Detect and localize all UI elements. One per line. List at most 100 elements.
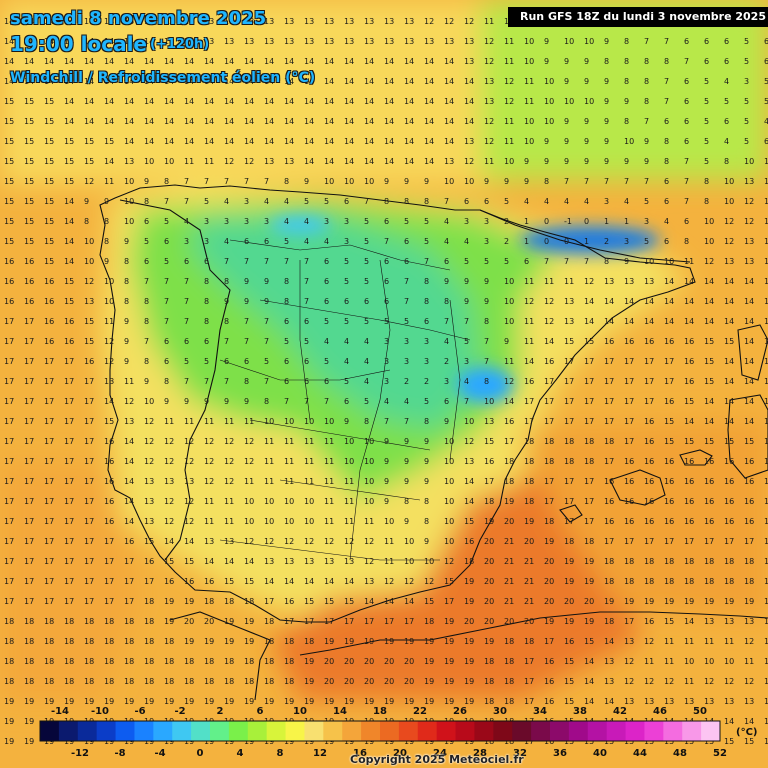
legend-swatch [625, 721, 645, 741]
grid-value: 14 [284, 77, 294, 86]
grid-value: 14 [604, 637, 614, 646]
grid-value: 6 [764, 57, 768, 66]
grid-value: 9 [104, 257, 109, 266]
grid-value: 14 [124, 57, 134, 66]
grid-value: 16 [204, 577, 214, 586]
grid-value: 11 [244, 477, 254, 486]
grid-value: 14 [424, 137, 434, 146]
grid-value: 14 [764, 397, 768, 406]
grid-value: 14 [224, 137, 234, 146]
grid-value: 5 [704, 117, 709, 126]
grid-value: 7 [244, 177, 249, 186]
grid-value: 17 [584, 477, 594, 486]
grid-value: 3 [264, 217, 269, 226]
grid-value: 7 [204, 177, 209, 186]
grid-value: 5 [404, 317, 409, 326]
grid-value: 16 [604, 517, 614, 526]
grid-value: 19 [524, 517, 534, 526]
grid-value: 17 [4, 317, 14, 326]
legend-bottom-tick: 36 [553, 748, 567, 759]
grid-value: 7 [664, 97, 669, 106]
grid-value: 16 [704, 457, 714, 466]
grid-value: 18 [684, 557, 694, 566]
grid-value: 11 [524, 317, 534, 326]
grid-value: 12 [444, 557, 454, 566]
grid-value: 12 [504, 77, 514, 86]
grid-value: 13 [124, 417, 134, 426]
grid-value: 19 [564, 617, 574, 626]
grid-value: 19 [544, 537, 554, 546]
grid-value: 16 [164, 577, 174, 586]
grid-value: 6 [404, 237, 409, 246]
grid-value: 17 [584, 497, 594, 506]
grid-value: 16 [664, 337, 674, 346]
grid-value: 17 [104, 537, 114, 546]
grid-value: 17 [4, 557, 14, 566]
grid-value: 7 [604, 177, 609, 186]
grid-value: 10 [304, 417, 314, 426]
grid-value: 20 [344, 657, 354, 666]
grid-value: 9 [484, 177, 489, 186]
grid-value: 14 [744, 317, 754, 326]
grid-value: 18 [544, 517, 554, 526]
grid-value: 7 [224, 377, 229, 386]
grid-value: 4 [364, 337, 369, 346]
grid-value: 8 [604, 57, 609, 66]
legend-swatch [587, 721, 608, 741]
grid-value: 17 [484, 477, 494, 486]
grid-value: 13 [284, 17, 294, 26]
grid-value: 15 [144, 537, 154, 546]
grid-value: 5 [764, 77, 768, 86]
grid-value: 19 [4, 717, 14, 726]
grid-value: 18 [24, 677, 34, 686]
grid-value: 17 [84, 477, 94, 486]
grid-value: 18 [704, 577, 714, 586]
grid-value: 18 [204, 677, 214, 686]
forecast-lead-hours: (+120h) [150, 37, 210, 52]
grid-value: 17 [624, 617, 634, 626]
grid-value: 19 [464, 657, 474, 666]
grid-value: 19 [304, 677, 314, 686]
grid-value: 18 [504, 677, 514, 686]
grid-value: 11 [324, 437, 334, 446]
grid-value: 5 [364, 217, 369, 226]
grid-value: 3 [424, 337, 429, 346]
grid-value: 7 [284, 257, 289, 266]
grid-value: 19 [744, 597, 754, 606]
grid-value: 6 [684, 217, 689, 226]
grid-value: 11 [204, 517, 214, 526]
grid-value: 11 [304, 477, 314, 486]
grid-value: 19 [624, 597, 634, 606]
grid-value: 13 [84, 297, 94, 306]
grid-value: 19 [564, 557, 574, 566]
grid-value: 9 [264, 297, 269, 306]
grid-value: 11 [524, 277, 534, 286]
menorca [679, 449, 713, 466]
grid-value: 5 [344, 257, 349, 266]
grid-value: 6 [524, 257, 529, 266]
grid-value: 15 [244, 577, 254, 586]
grid-value: 5 [344, 317, 349, 326]
grid-value: 5 [344, 277, 349, 286]
grid-value: 10 [84, 257, 94, 266]
grid-value: 6 [284, 317, 289, 326]
grid-value: 11 [504, 357, 514, 366]
grid-value: 17 [644, 357, 654, 366]
grid-value: 6 [684, 137, 689, 146]
grid-value: 8 [644, 77, 649, 86]
grid-value: 11 [344, 497, 354, 506]
grid-value: 19 [184, 697, 194, 706]
grid-value: 14 [744, 377, 754, 386]
grid-value: 12 [284, 537, 294, 546]
grid-value: 4 [304, 237, 309, 246]
grid-value: 19 [364, 697, 374, 706]
grid-value: 10 [704, 657, 714, 666]
grid-value: 12 [724, 677, 734, 686]
grid-value: 15 [704, 377, 714, 386]
grid-value: 12 [84, 277, 94, 286]
grid-value: 12 [164, 497, 174, 506]
grid-value: 10 [684, 657, 694, 666]
grid-value: 7 [464, 397, 469, 406]
grid-value: 14 [84, 37, 94, 46]
grid-value: 17 [24, 557, 34, 566]
